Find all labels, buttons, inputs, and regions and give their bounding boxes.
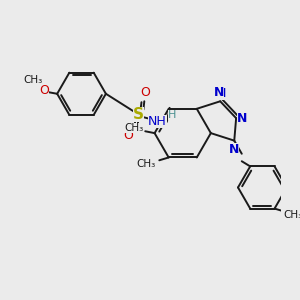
Text: N: N [237,112,247,125]
Text: S: S [133,107,144,122]
Text: CH₃: CH₃ [23,75,42,85]
Text: CH₃: CH₃ [136,159,156,169]
Text: O: O [140,86,150,99]
Text: CH₃: CH₃ [284,210,300,220]
Text: CH₃: CH₃ [124,123,144,134]
Text: H: H [168,110,177,120]
Text: O: O [123,129,133,142]
Text: N: N [229,142,239,156]
Text: O: O [39,85,49,98]
Text: NH: NH [148,116,167,128]
Text: N: N [216,87,226,100]
Text: N: N [214,86,224,99]
